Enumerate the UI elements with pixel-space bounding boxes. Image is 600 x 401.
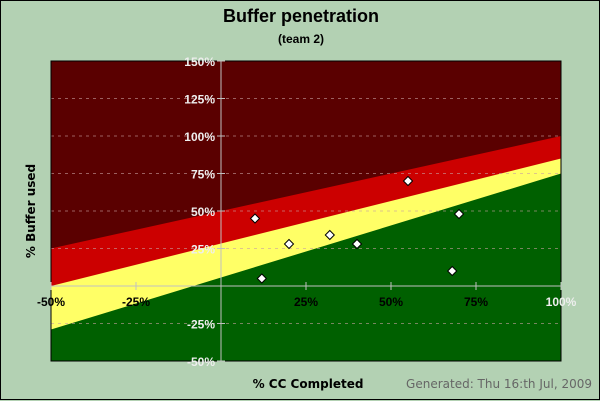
- x-tick-label: -25%: [122, 295, 150, 309]
- y-tick-label: 75%: [191, 168, 215, 182]
- data-point: [402, 175, 414, 187]
- plot-area: 150% 125% 100% 75% 50% 25% -25% -50% -50% -25% 25%…: [37, 55, 577, 369]
- data-point: [446, 265, 458, 277]
- y-tick-label: 150%: [184, 55, 215, 69]
- x-tick-label: 50%: [379, 295, 403, 309]
- y-tick-label: -25%: [187, 318, 215, 332]
- x-tick-label: 25%: [294, 295, 318, 309]
- generated-timestamp: Generated: Thu 16:th Jul, 2009: [406, 377, 592, 391]
- y-tick-label: -50%: [187, 355, 215, 369]
- chart-subtitle: (team 2): [278, 32, 324, 46]
- x-tick-label: 75%: [464, 295, 488, 309]
- plot-border: [50, 60, 562, 362]
- x-tick-label: -50%: [37, 295, 65, 309]
- y-tick-label: 100%: [184, 130, 215, 144]
- x-axis-label: % CC Completed: [253, 377, 364, 391]
- y-tick-label: 25%: [191, 243, 215, 257]
- data-point: [453, 208, 465, 220]
- x-tick-label: 100%: [546, 295, 577, 309]
- data-point: [256, 273, 268, 284]
- y-axis-label: % Buffer used: [24, 164, 38, 258]
- zone-green: [51, 173, 561, 361]
- data-point: [351, 238, 363, 250]
- data-point: [324, 229, 336, 241]
- chart-title: Buffer penetration: [223, 6, 379, 26]
- data-point: [249, 213, 261, 224]
- y-tick-label: 125%: [184, 93, 215, 107]
- y-tick-label: 50%: [191, 205, 215, 219]
- data-point: [283, 238, 295, 250]
